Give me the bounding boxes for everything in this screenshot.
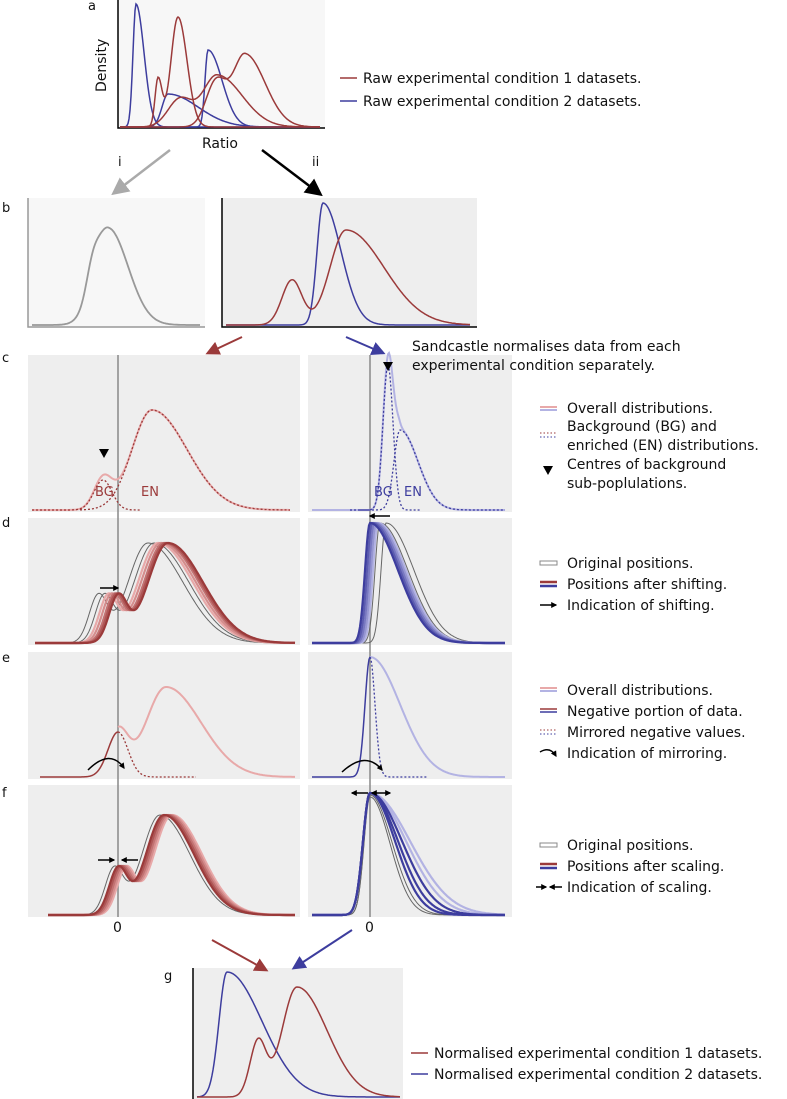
panel-label-e: e bbox=[2, 651, 10, 666]
d-blue-shifted-4 bbox=[312, 521, 505, 645]
d-red-original-0 bbox=[35, 542, 295, 644]
legend-g-red: Normalised experimental condition 1 data… bbox=[434, 1046, 762, 1062]
zero-tick-left: 0 bbox=[113, 920, 122, 936]
bg-curve-blue bbox=[350, 363, 420, 511]
normalised-curve-red bbox=[197, 986, 400, 1098]
e-overall-blue bbox=[369, 656, 505, 778]
panel-label-f: f bbox=[2, 786, 7, 801]
legend-e-arrow: Indication of mirroring. bbox=[567, 746, 727, 762]
legend-f-original: Original positions. bbox=[567, 838, 693, 854]
e-negative-blue bbox=[312, 656, 371, 778]
mirror-arrow-right bbox=[341, 759, 383, 773]
bg-label-right: BG bbox=[374, 485, 393, 500]
legend-e-overall: Overall distributions. bbox=[567, 683, 713, 699]
legend-d-shifted: Positions after shifting. bbox=[567, 577, 727, 593]
arrow-i bbox=[111, 149, 171, 196]
xlabel-ratio: Ratio bbox=[202, 136, 238, 152]
legend-c-centres-1: Centres of background bbox=[567, 457, 726, 473]
raw-curve-red-3 bbox=[120, 74, 320, 128]
panel-b-right-frame bbox=[222, 198, 477, 327]
panel-c-right-frame bbox=[308, 355, 512, 512]
arrow-red-to-g bbox=[211, 939, 269, 972]
arrow-label-i: i bbox=[118, 155, 122, 170]
condition-curve-blue bbox=[226, 202, 470, 326]
legend-g: Normalised experimental condition 1 data… bbox=[411, 1046, 762, 1083]
panel-a-frame bbox=[118, 0, 325, 128]
legend-c-bg-en-2: enriched (EN) distributions. bbox=[567, 438, 759, 454]
note-line-2: experimental condition separately. bbox=[412, 358, 655, 374]
mirror-arrow-left bbox=[87, 757, 125, 771]
legend-e: Overall distributions. Negative portion … bbox=[539, 683, 746, 762]
legend-a: Raw experimental condition 1 datasets. R… bbox=[340, 71, 641, 110]
legend-g-blue: Normalised experimental condition 2 data… bbox=[434, 1067, 762, 1083]
arrow-red-to-c bbox=[205, 336, 243, 355]
legend-a-red: Raw experimental condition 1 datasets. bbox=[363, 71, 641, 87]
panel-b-left-frame bbox=[28, 198, 205, 327]
arrow-blue-to-c bbox=[345, 336, 386, 355]
zero-tick-right: 0 bbox=[365, 920, 374, 936]
e-overall-red bbox=[117, 686, 295, 778]
legend-d-original: Original positions. bbox=[567, 556, 693, 572]
panel-label-g: g bbox=[164, 969, 172, 984]
bg-centre-triangle-right bbox=[383, 362, 393, 371]
f-blue-scaled-4 bbox=[312, 791, 505, 917]
legend-f-scaled: Positions after scaling. bbox=[567, 859, 724, 875]
legend-c-overall: Overall distributions. bbox=[567, 401, 713, 417]
overall-curve-red bbox=[32, 409, 290, 511]
legend-c-bg-en-1: Background (BG) and bbox=[567, 419, 717, 435]
d-red-shifted-4 bbox=[35, 541, 296, 645]
panel-g-frame bbox=[193, 968, 403, 1099]
note-line-1: Sandcastle normalises data from each bbox=[412, 339, 681, 355]
e-mirrored-blue bbox=[369, 656, 428, 778]
legend-e-negative: Negative portion of data. bbox=[567, 704, 743, 720]
bg-centre-triangle-left bbox=[99, 449, 109, 458]
legend-d-arrow: Indication of shifting. bbox=[567, 598, 715, 614]
panel-label-d: d bbox=[2, 516, 10, 531]
en-curve-red bbox=[80, 409, 290, 511]
arrow-label-ii: ii bbox=[312, 155, 319, 170]
bg-label-left: BG bbox=[95, 485, 114, 500]
panel-label-c: c bbox=[2, 351, 9, 366]
panel-label-b: b bbox=[2, 201, 10, 216]
en-label-left: EN bbox=[141, 485, 159, 500]
e-negative-red bbox=[40, 731, 119, 778]
raw-curve-red-1 bbox=[120, 16, 320, 128]
legend-d: Original positions. Positions after shif… bbox=[539, 556, 727, 614]
panel-label-a: a bbox=[88, 0, 96, 14]
en-curve-blue bbox=[360, 429, 505, 511]
legend-c-centres-2: sub-poplulations. bbox=[567, 476, 687, 492]
normalised-curve-blue bbox=[196, 971, 400, 1098]
raw-curve-red-2 bbox=[120, 52, 320, 128]
panel-c-left-frame bbox=[28, 355, 300, 512]
panel-d-left-frame bbox=[28, 518, 300, 645]
legend-f-arrow: Indication of scaling. bbox=[567, 880, 712, 896]
panel-f-left-frame bbox=[28, 785, 300, 917]
panel-e-left-frame bbox=[28, 652, 300, 779]
legend-a-blue: Raw experimental condition 2 datasets. bbox=[363, 94, 641, 110]
condition-curve-red bbox=[226, 229, 470, 326]
ylabel-density: Density bbox=[94, 39, 110, 92]
bg-curve-red bbox=[32, 479, 140, 511]
panel-e-right-frame bbox=[308, 652, 512, 779]
en-label-right: EN bbox=[404, 485, 422, 500]
e-mirrored-red bbox=[117, 731, 196, 778]
legend-e-mirrored: Mirrored negative values. bbox=[567, 725, 746, 741]
legend-c: Overall distributions. Background (BG) a… bbox=[540, 401, 759, 492]
pooled-curve-gray bbox=[32, 226, 200, 326]
arrow-ii bbox=[261, 149, 323, 197]
f-red-shifted-4 bbox=[48, 813, 295, 917]
arrow-blue-to-g bbox=[291, 929, 353, 970]
legend-f: Original positions. Positions after scal… bbox=[536, 838, 724, 896]
